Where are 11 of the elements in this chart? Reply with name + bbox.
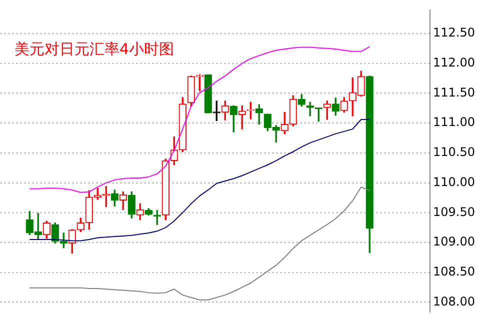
y-tick-label: 108.00: [433, 294, 476, 308]
text: 美元对日元汇率4小时图: [14, 40, 174, 58]
y-tick-label: 112.50: [433, 26, 476, 40]
y-tick-label: 110.00: [433, 174, 476, 189]
y-tick-label: 109.50: [433, 204, 476, 219]
y-tick-label: 112.00: [433, 55, 476, 70]
y-tick-label: 111.50: [433, 85, 476, 100]
y-tick-label: 109.00: [433, 234, 476, 249]
y-tick-label: 110.50: [433, 145, 476, 160]
y-tick-label: 111.00: [433, 115, 476, 130]
y-tick-label: 108.50: [433, 264, 476, 279]
